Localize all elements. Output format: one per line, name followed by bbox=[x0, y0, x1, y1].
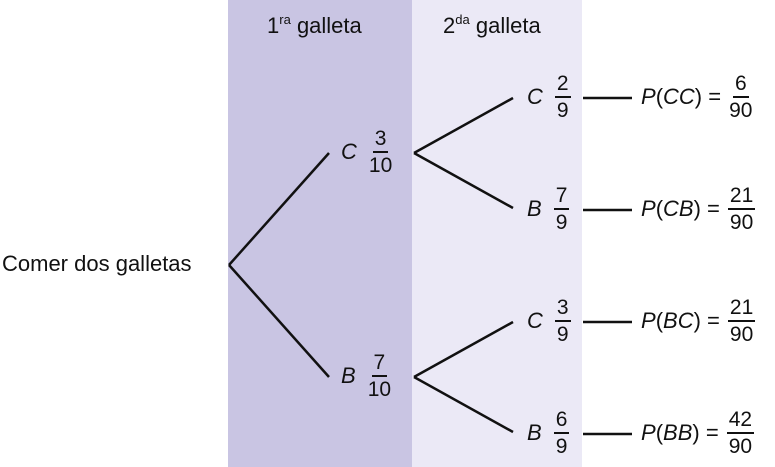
node-first-c: C 3 10 bbox=[341, 127, 393, 177]
outcome-cb: P(CB) = 21 90 bbox=[641, 184, 756, 234]
fraction: 42 90 bbox=[726, 408, 755, 458]
second-cookie-column bbox=[412, 0, 582, 467]
fraction: 6 9 bbox=[553, 408, 570, 458]
node-first-b: B 7 10 bbox=[341, 351, 392, 401]
fraction: 21 90 bbox=[727, 296, 756, 346]
fraction: 2 9 bbox=[554, 72, 571, 122]
fraction: 7 9 bbox=[553, 184, 570, 234]
node-second-c-after-c: C 2 9 bbox=[527, 72, 571, 122]
node-second-b-after-b: B 6 9 bbox=[527, 408, 570, 458]
branch-c-to-cb bbox=[413, 151, 514, 210]
outcome-bb: P(BB) = 42 90 bbox=[641, 408, 755, 458]
branch-b-to-bb bbox=[413, 375, 514, 434]
fraction: 21 90 bbox=[727, 184, 756, 234]
fraction: 3 9 bbox=[554, 296, 571, 346]
first-cookie-header: 1ra galleta bbox=[267, 12, 362, 38]
node-second-c-after-b: C 3 9 bbox=[527, 296, 571, 346]
outcome-bc: P(BC) = 21 90 bbox=[641, 296, 756, 346]
second-cookie-header: 2da galleta bbox=[443, 12, 541, 38]
branch-c-to-cc bbox=[413, 96, 514, 155]
root-label: Comer dos galletas bbox=[2, 251, 192, 276]
branch-root-to-c bbox=[228, 152, 330, 266]
outcome-cc: P(CC) = 6 90 bbox=[641, 72, 753, 122]
fraction: 6 90 bbox=[729, 72, 753, 122]
fraction: 3 10 bbox=[368, 127, 393, 177]
branch-b-to-bc bbox=[413, 320, 514, 379]
branch-root-to-b bbox=[228, 264, 330, 378]
node-second-b-after-c: B 7 9 bbox=[527, 184, 570, 234]
fraction: 7 10 bbox=[367, 351, 392, 401]
